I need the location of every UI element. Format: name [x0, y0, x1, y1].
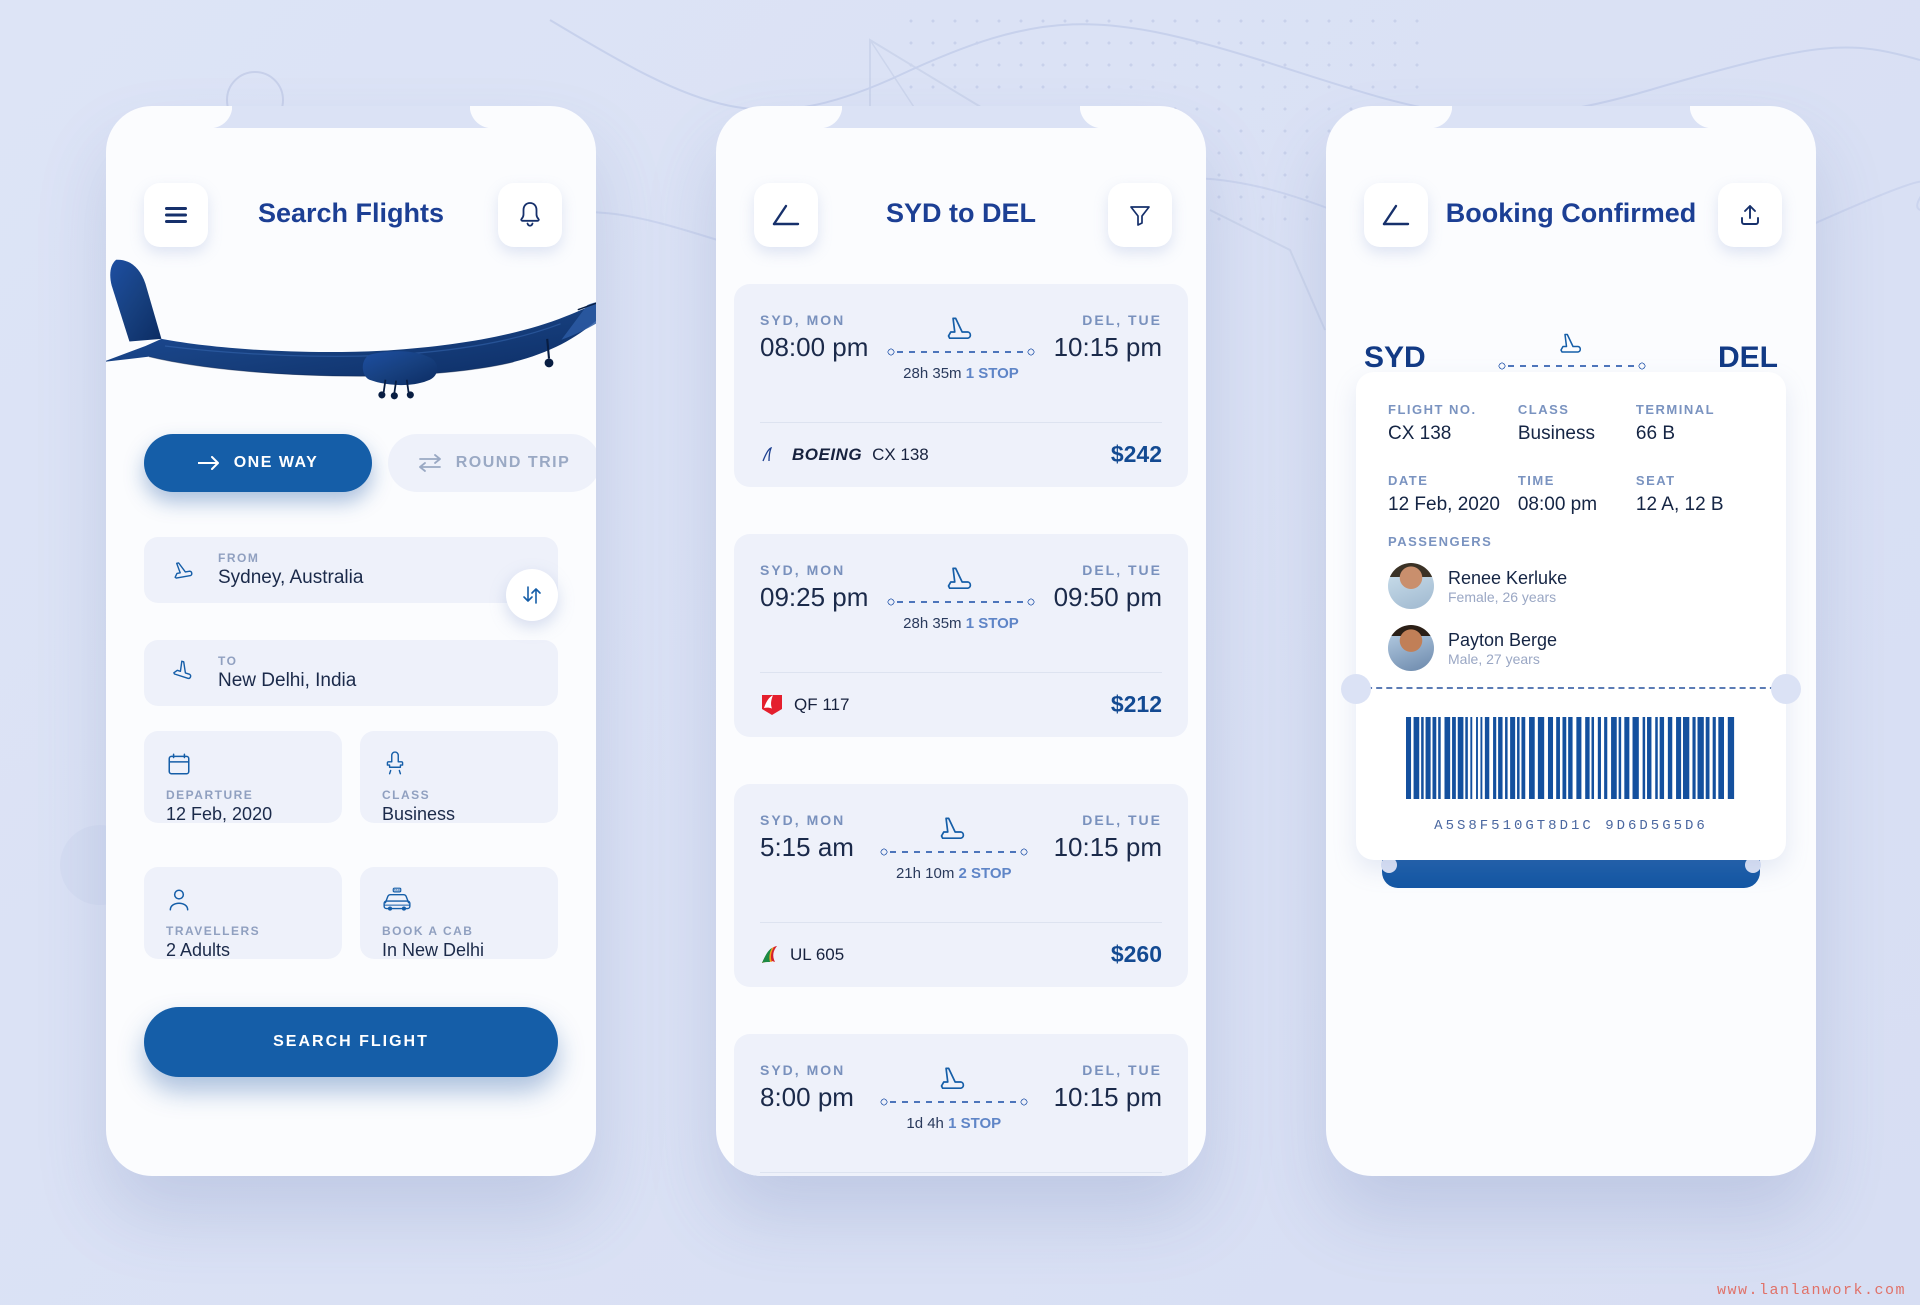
svg-text:TAXI: TAXI [394, 888, 400, 892]
